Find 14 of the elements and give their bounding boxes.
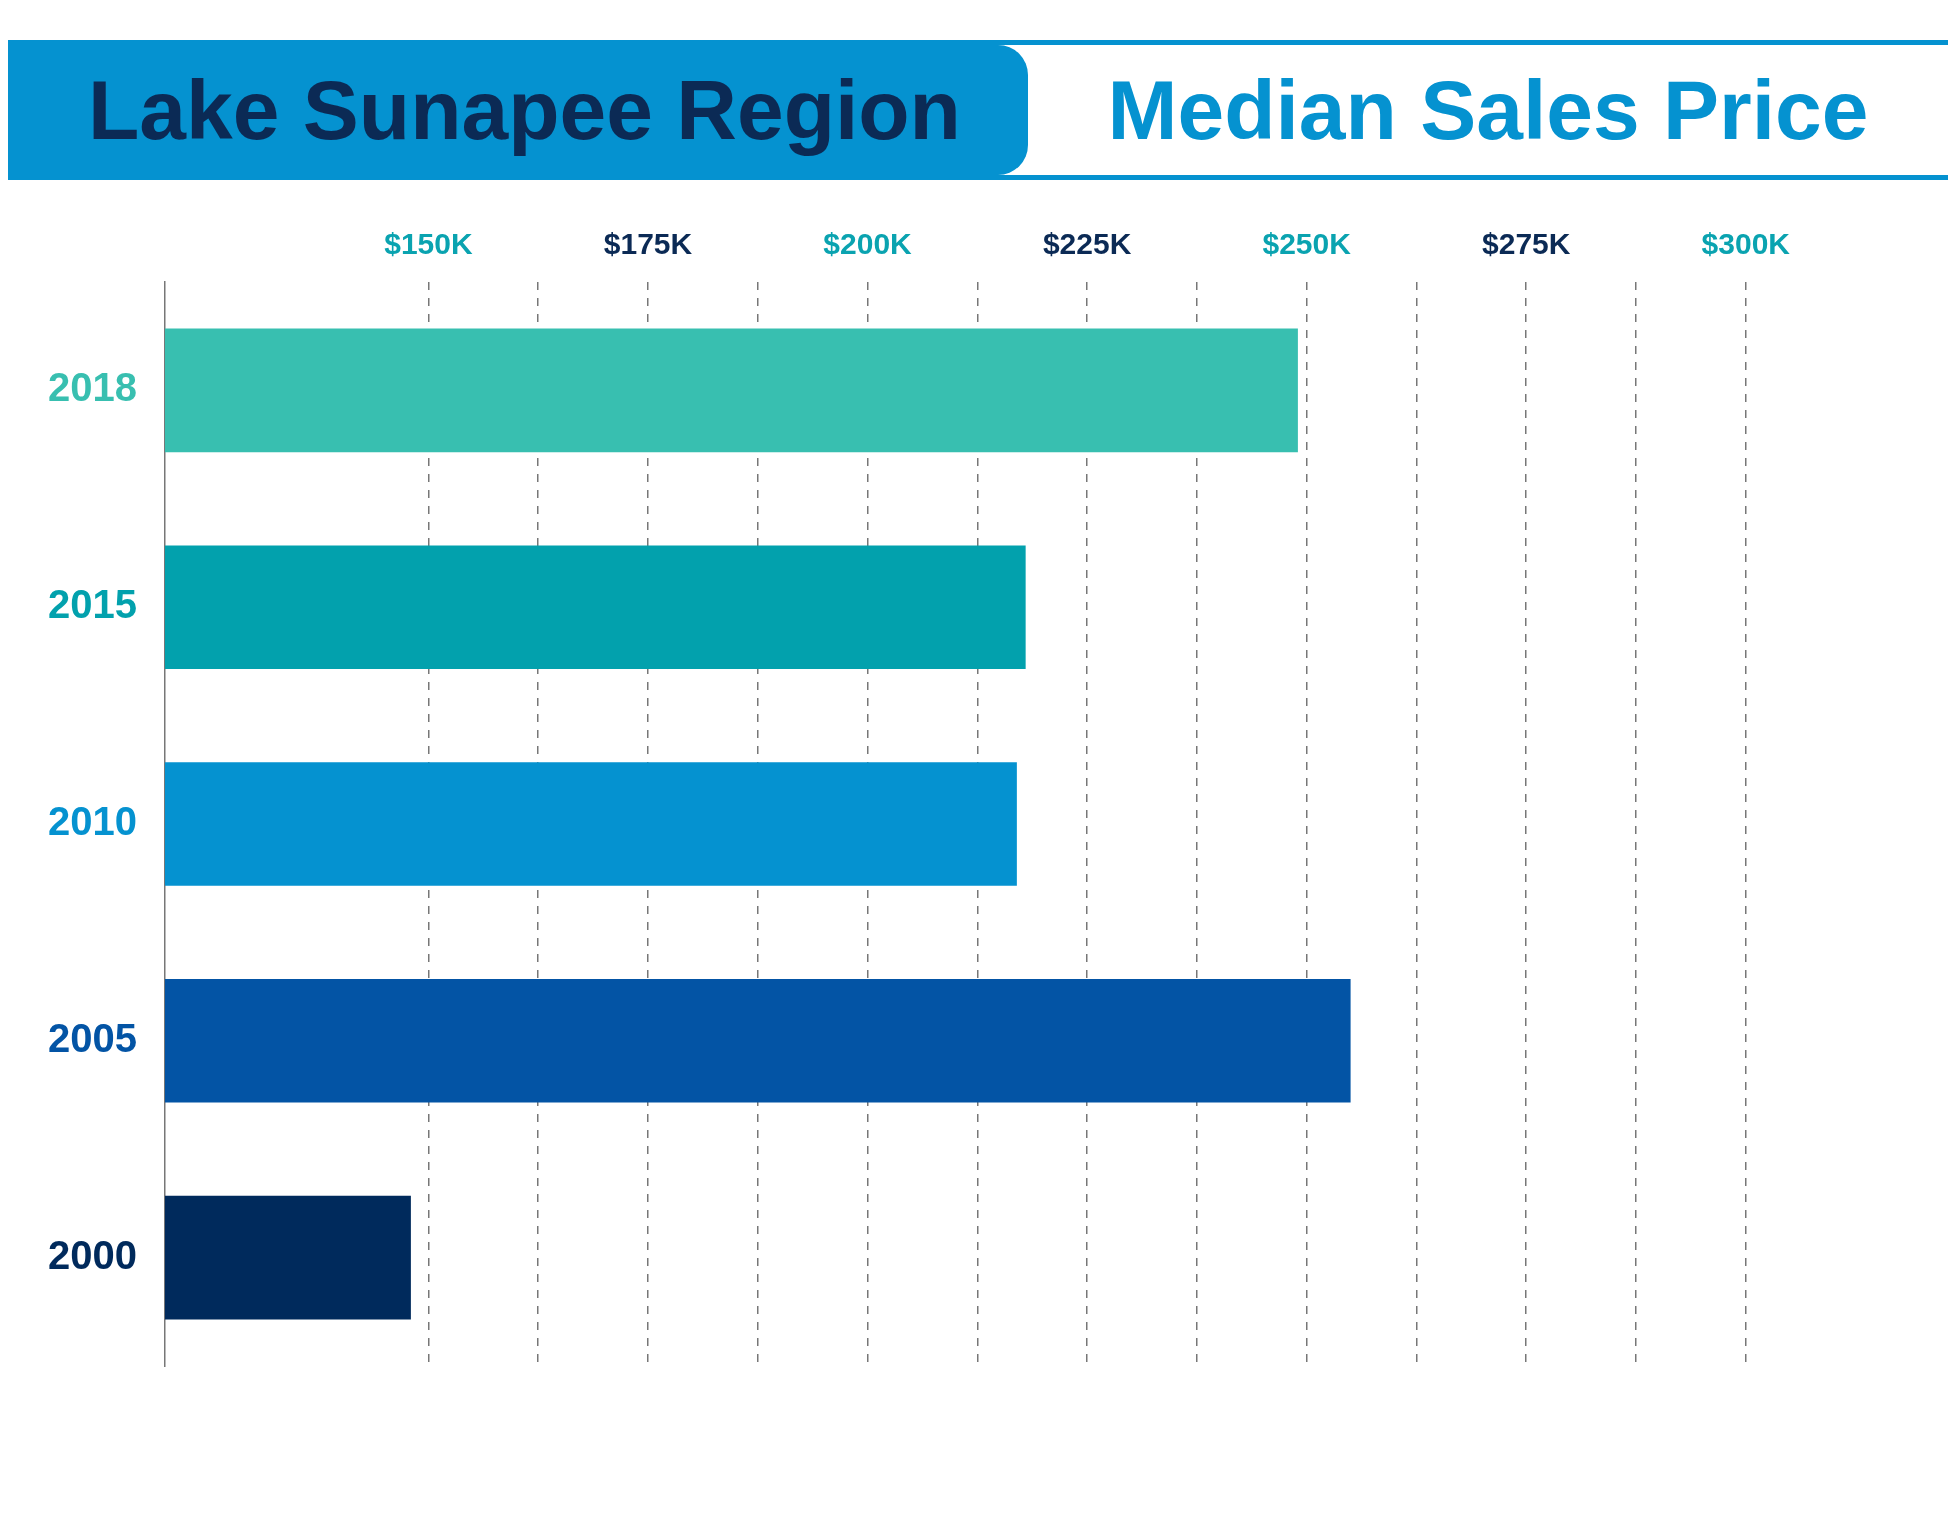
x-tick-label: $150K bbox=[384, 227, 473, 261]
y-tick-label: 2000 bbox=[48, 1232, 137, 1277]
chart-subtitle: Median Sales Price bbox=[1107, 61, 1869, 159]
y-tick-label: 2018 bbox=[48, 365, 137, 410]
x-tick-label: $175K bbox=[603, 227, 693, 261]
x-tick-label: $300K bbox=[1701, 227, 1791, 261]
x-tick-label: $275K bbox=[1482, 227, 1571, 261]
chart-title: Lake Sunapee Region bbox=[88, 61, 961, 159]
y-tick-label: 2005 bbox=[48, 1015, 137, 1060]
x-tick-label: $225K bbox=[1042, 227, 1132, 261]
y-tick-label: 2015 bbox=[48, 582, 137, 627]
x-tick-label: $200K bbox=[823, 227, 913, 261]
y-tick-label: 2010 bbox=[48, 799, 137, 844]
x-tick-label: $250K bbox=[1262, 227, 1352, 261]
